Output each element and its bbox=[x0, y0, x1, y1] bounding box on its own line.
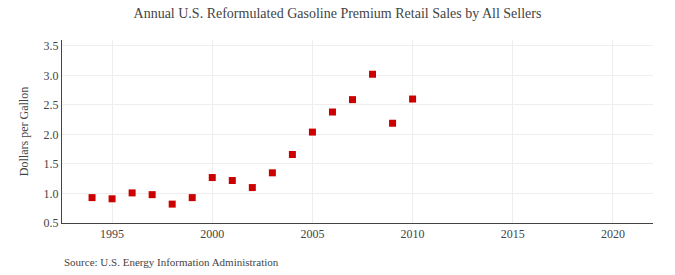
svg-text:2005: 2005 bbox=[300, 227, 324, 241]
svg-text:1.0: 1.0 bbox=[44, 187, 59, 201]
svg-text:Source: U.S. Energy Informatio: Source: U.S. Energy Information Administ… bbox=[64, 256, 279, 268]
svg-text:2.0: 2.0 bbox=[44, 128, 59, 142]
svg-text:0.5: 0.5 bbox=[44, 216, 59, 230]
svg-text:2000: 2000 bbox=[200, 227, 224, 241]
svg-text:2.5: 2.5 bbox=[44, 98, 59, 112]
svg-text:2010: 2010 bbox=[401, 227, 425, 241]
svg-text:3.5: 3.5 bbox=[44, 39, 59, 53]
svg-text:Annual U.S. Reformulated Gasol: Annual U.S. Reformulated Gasoline Premiu… bbox=[134, 6, 542, 21]
svg-text:2015: 2015 bbox=[501, 227, 525, 241]
svg-text:1.5: 1.5 bbox=[44, 157, 59, 171]
svg-text:Dollars per Gallon: Dollars per Gallon bbox=[17, 87, 31, 176]
svg-text:1995: 1995 bbox=[100, 227, 124, 241]
svg-text:3.0: 3.0 bbox=[44, 69, 59, 83]
svg-text:2020: 2020 bbox=[601, 227, 625, 241]
